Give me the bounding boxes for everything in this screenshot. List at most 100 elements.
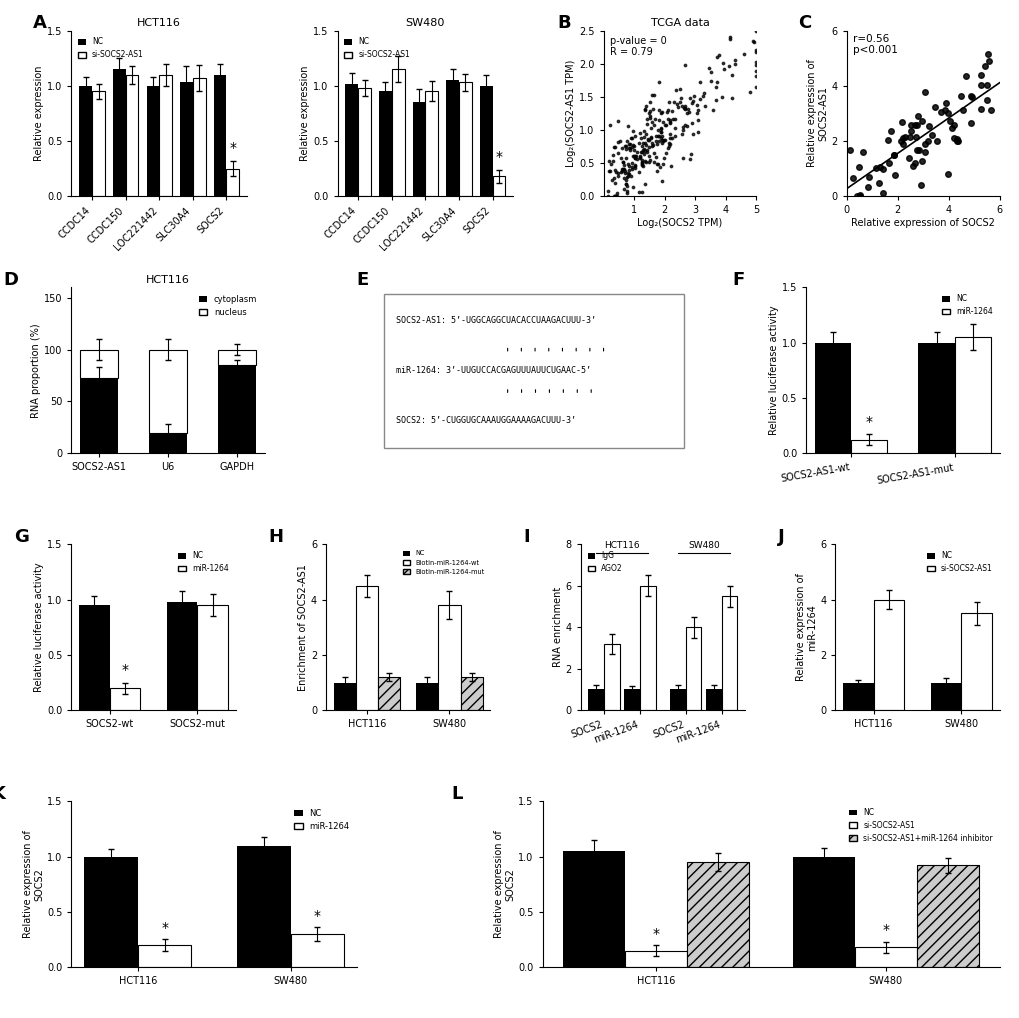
Point [879,132,896,149]
Point [614,154,631,170]
Point [653,135,669,152]
Point [654,113,671,129]
Bar [226,169,238,196]
Text: *: * [161,921,168,936]
Point [616,138,633,155]
Text: C: C [797,14,810,32]
Point [644,136,660,153]
Point [904,158,920,174]
Bar [109,688,141,711]
Point [748,63,764,79]
Bar [413,103,425,196]
Point [631,124,647,140]
Point [649,128,665,145]
Point [649,135,665,152]
Bar [916,865,978,967]
Point [882,123,899,139]
Point [935,102,952,118]
Point [871,159,888,175]
Point [616,140,633,157]
Point [636,176,652,192]
Y-axis label: Relative expression of
miR-1264: Relative expression of miR-1264 [795,573,816,681]
Point [979,46,996,62]
Point [661,126,678,143]
Point [648,163,664,179]
Text: I: I [523,527,529,546]
Bar [929,682,961,711]
Point [640,131,656,148]
Point [609,133,626,150]
Point [948,133,964,150]
Point [612,150,629,166]
Point [689,124,705,140]
Bar [792,856,854,967]
Point [643,114,659,130]
Point [604,153,621,169]
Point [624,155,640,171]
Point [636,153,652,169]
Point [684,96,700,112]
Point [694,88,710,104]
Point [652,121,668,137]
Point [860,169,876,185]
Point [677,117,693,133]
Bar [81,378,118,453]
Point [710,47,727,63]
Point [963,89,979,105]
Point [635,129,651,146]
Point [620,136,636,153]
Point [908,117,924,133]
Point [654,132,671,149]
Point [748,78,764,95]
Point [676,98,692,114]
Point [916,145,932,161]
Point [635,146,651,162]
Point [612,162,629,178]
Point [641,110,657,126]
Text: *: * [121,663,128,677]
Point [647,128,663,145]
Point [641,107,657,123]
Bar [218,365,256,453]
Point [616,163,633,179]
Point [624,161,640,177]
Point [678,118,694,134]
Point [906,117,922,133]
Point [613,139,630,156]
Point [607,188,624,205]
Text: HCT116: HCT116 [603,541,639,550]
Point [659,139,676,156]
Point [637,134,653,151]
Point [618,177,634,193]
Point [748,54,764,70]
Point [635,134,651,151]
Point [663,103,680,119]
Point [604,147,621,163]
Point [948,130,964,147]
Point [945,117,961,133]
Point [647,132,663,149]
Point [923,127,940,144]
Point [874,185,891,202]
Point [688,98,704,114]
Point [633,156,649,172]
Bar [705,689,721,711]
Point [720,31,737,47]
Legend: NC, si-SOCS2-AS1: NC, si-SOCS2-AS1 [75,35,147,62]
Point [666,120,683,136]
Point [667,81,684,98]
Point [642,129,658,146]
Point [608,185,625,202]
Point [748,67,764,83]
Bar [814,343,851,453]
Point [685,126,701,143]
Bar [159,74,172,196]
Point [661,111,678,127]
Point [637,102,653,118]
Point [606,188,623,205]
Text: *: * [865,415,872,429]
Point [633,155,649,171]
Point [605,170,622,186]
Point [697,98,713,114]
Bar [391,69,405,196]
